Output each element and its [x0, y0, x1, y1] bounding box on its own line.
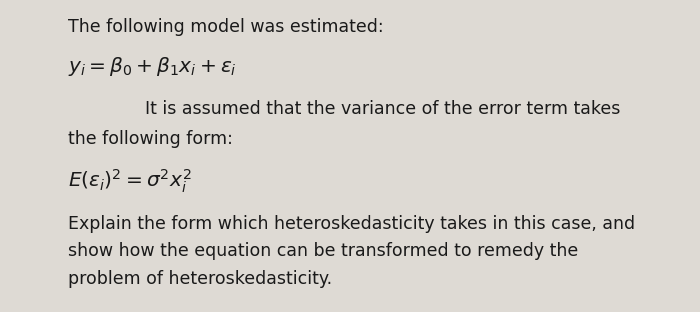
- Text: Explain the form which heteroskedasticity takes in this case, and: Explain the form which heteroskedasticit…: [68, 215, 635, 233]
- Text: The following model was estimated:: The following model was estimated:: [68, 18, 384, 36]
- Text: the following form:: the following form:: [68, 130, 233, 148]
- Text: $y_i = \beta_0 + \beta_1 x_i + \epsilon_i$: $y_i = \beta_0 + \beta_1 x_i + \epsilon_…: [68, 55, 237, 78]
- Text: problem of heteroskedasticity.: problem of heteroskedasticity.: [68, 270, 332, 288]
- Text: $E(\epsilon_i)^2 = \sigma^2 x_i^2$: $E(\epsilon_i)^2 = \sigma^2 x_i^2$: [68, 168, 192, 195]
- Text: It is assumed that the variance of the error term takes: It is assumed that the variance of the e…: [145, 100, 620, 118]
- Text: show how the equation can be transformed to remedy the: show how the equation can be transformed…: [68, 242, 578, 260]
